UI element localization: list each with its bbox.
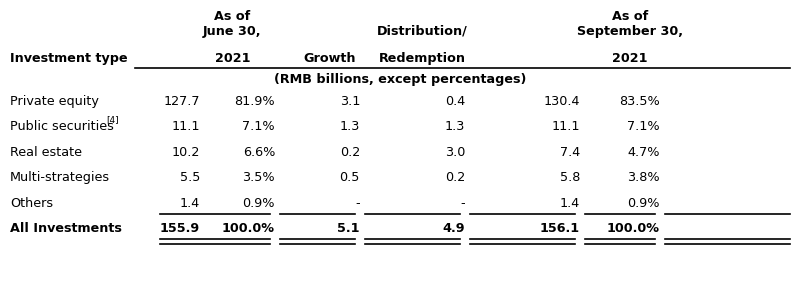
Text: 156.1: 156.1 [540, 222, 580, 235]
Text: All Investments: All Investments [10, 222, 122, 235]
Text: 1.4: 1.4 [560, 197, 580, 210]
Text: 3.8%: 3.8% [627, 171, 660, 184]
Text: (RMB billions, except percentages): (RMB billions, except percentages) [274, 73, 526, 86]
Text: 0.5: 0.5 [340, 171, 360, 184]
Text: -: - [460, 197, 465, 210]
Text: 100.0%: 100.0% [222, 222, 275, 235]
Text: June 30,: June 30, [203, 25, 262, 38]
Text: 2021: 2021 [214, 52, 250, 65]
Text: September 30,: September 30, [577, 25, 683, 38]
Text: Public securities: Public securities [10, 120, 114, 133]
Text: 83.5%: 83.5% [619, 95, 660, 108]
Text: 5.1: 5.1 [338, 222, 360, 235]
Text: Multi-strategies: Multi-strategies [10, 171, 110, 184]
Text: 100.0%: 100.0% [607, 222, 660, 235]
Text: As of: As of [612, 10, 648, 23]
Text: 1.3: 1.3 [340, 120, 360, 133]
Text: Distribution/: Distribution/ [377, 25, 468, 38]
Text: Real estate: Real estate [10, 146, 82, 159]
Text: 0.4: 0.4 [445, 95, 465, 108]
Text: 155.9: 155.9 [160, 222, 200, 235]
Text: 0.2: 0.2 [340, 146, 360, 159]
Text: 6.6%: 6.6% [242, 146, 275, 159]
Text: 11.1: 11.1 [171, 120, 200, 133]
Text: 0.9%: 0.9% [242, 197, 275, 210]
Text: Others: Others [10, 197, 53, 210]
Text: 7.1%: 7.1% [242, 120, 275, 133]
Text: 1.4: 1.4 [180, 197, 200, 210]
Text: 130.4: 130.4 [543, 95, 580, 108]
Text: 4.9: 4.9 [442, 222, 465, 235]
Text: 1.3: 1.3 [445, 120, 465, 133]
Text: As of: As of [214, 10, 250, 23]
Text: Redemption: Redemption [379, 52, 466, 65]
Text: 127.7: 127.7 [163, 95, 200, 108]
Text: 7.1%: 7.1% [627, 120, 660, 133]
Text: 5.8: 5.8 [560, 171, 580, 184]
Text: 10.2: 10.2 [172, 146, 200, 159]
Text: 0.9%: 0.9% [627, 197, 660, 210]
Text: Investment type: Investment type [10, 52, 128, 65]
Text: 3.0: 3.0 [445, 146, 465, 159]
Text: -: - [355, 197, 360, 210]
Text: 3.5%: 3.5% [242, 171, 275, 184]
Text: 81.9%: 81.9% [234, 95, 275, 108]
Text: Growth: Growth [304, 52, 356, 65]
Text: Private equity: Private equity [10, 95, 99, 108]
Text: 7.4: 7.4 [560, 146, 580, 159]
Text: 5.5: 5.5 [180, 171, 200, 184]
Text: 3.1: 3.1 [340, 95, 360, 108]
Text: 11.1: 11.1 [551, 120, 580, 133]
Text: 0.2: 0.2 [445, 171, 465, 184]
Text: [4]: [4] [106, 115, 118, 124]
Text: 4.7%: 4.7% [627, 146, 660, 159]
Text: 2021: 2021 [612, 52, 648, 65]
